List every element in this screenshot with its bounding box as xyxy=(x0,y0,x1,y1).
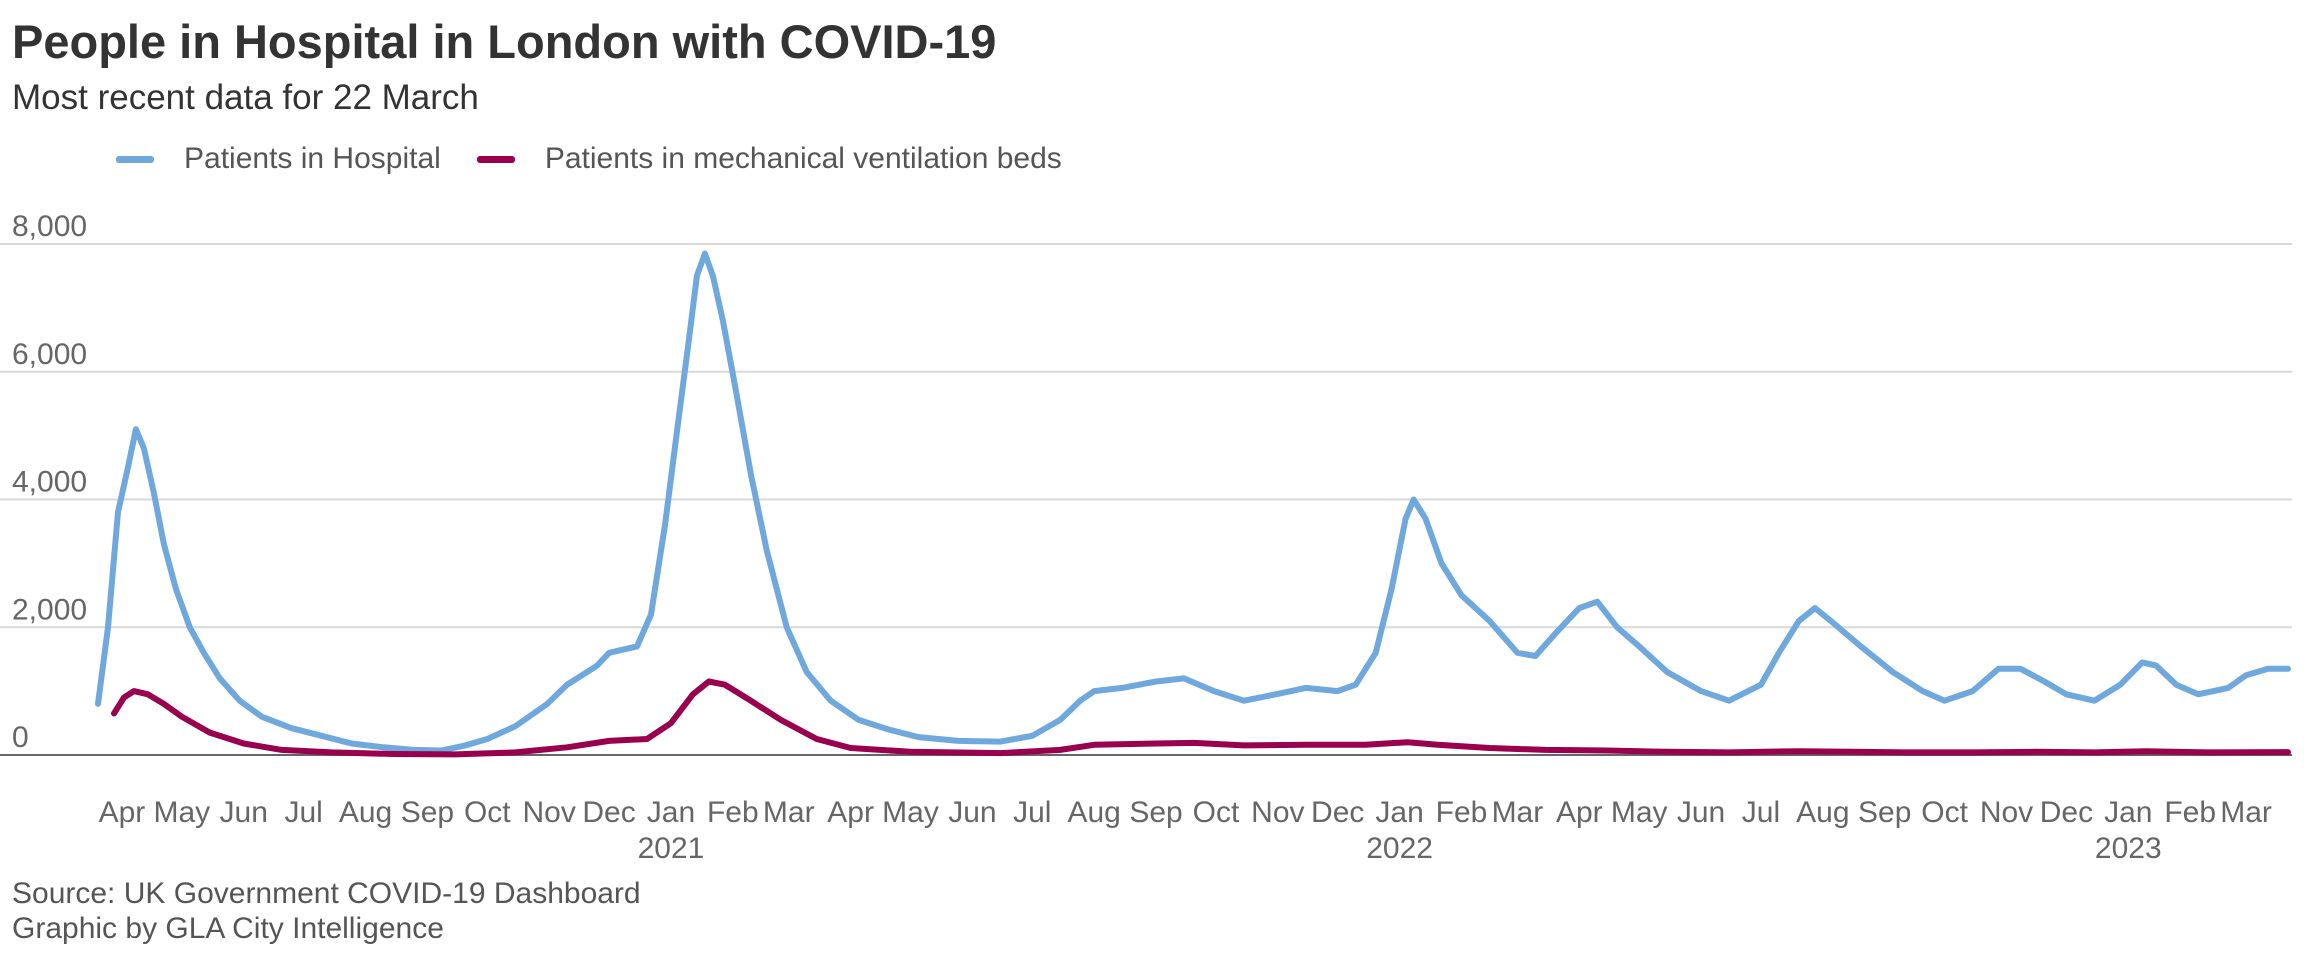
x-tick-label-month: May xyxy=(882,796,939,829)
x-tick-label-month: Feb xyxy=(2164,796,2216,829)
chart-subtitle: Most recent data for 22 March xyxy=(12,78,479,117)
x-tick-label-month: Jul xyxy=(1013,796,1051,829)
x-tick-label-month: Oct xyxy=(1193,796,1240,829)
legend-swatch-hospital xyxy=(116,155,154,163)
legend-item-ventilation: Patients in mechanical ventilation beds xyxy=(476,142,1062,176)
x-tick-label-year: 2023 xyxy=(2095,832,2162,865)
x-tick-label-month: Aug xyxy=(1796,796,1849,829)
chart-title: People in Hospital in London with COVID-… xyxy=(12,15,997,68)
x-tick-label-month: Apr xyxy=(1556,796,1603,829)
x-tick-label-month: Jul xyxy=(1742,796,1780,829)
x-tick-label-month: Nov xyxy=(1251,796,1304,829)
series-line-hospital xyxy=(95,250,2291,754)
x-tick-label-month: Mar xyxy=(2220,796,2272,829)
x-tick-label-month: Dec xyxy=(1311,796,1364,829)
x-tick-label-month: Jun xyxy=(948,796,996,829)
y-tick-label: 4,000 xyxy=(12,466,87,499)
x-tick-label-month: May xyxy=(1611,796,1668,829)
series-line-ventilation xyxy=(111,678,2291,758)
x-tick-label-month: Sep xyxy=(401,796,454,829)
x-tick-label-month: Nov xyxy=(522,796,575,829)
x-tick-label-month: Jan xyxy=(2104,796,2152,829)
x-tick-label-month: Dec xyxy=(582,796,635,829)
gridlines xyxy=(0,243,2292,756)
x-tick-label-month: Nov xyxy=(1980,796,2033,829)
legend: Patients in Hospital Patients in mechani… xyxy=(116,142,1098,176)
x-tick-label-month: Oct xyxy=(464,796,511,829)
x-tick-label-month: Mar xyxy=(1492,796,1544,829)
x-tick-label-month: Jun xyxy=(1677,796,1725,829)
x-tick-label-month: Feb xyxy=(707,796,759,829)
legend-item-hospital: Patients in Hospital xyxy=(116,142,441,176)
source-note: Source: UK Government COVID-19 Dashboard xyxy=(12,877,641,910)
legend-label-hospital: Patients in Hospital xyxy=(184,142,441,175)
x-tick-label-month: Oct xyxy=(1921,796,1968,829)
x-tick-label-month: May xyxy=(154,796,211,829)
legend-swatch-ventilation xyxy=(476,155,515,163)
x-tick-label-month: Jun xyxy=(220,796,268,829)
x-tick-label-year: 2022 xyxy=(1366,832,1433,865)
x-tick-label-month: Apr xyxy=(827,796,874,829)
x-tick-label-year: 2021 xyxy=(638,832,705,865)
x-tick-label-month: Apr xyxy=(99,796,146,829)
x-tick-label-month: Dec xyxy=(2040,796,2093,829)
y-tick-label: 8,000 xyxy=(12,210,87,243)
legend-label-ventilation: Patients in mechanical ventilation beds xyxy=(544,142,1062,175)
x-tick-label-month: Jul xyxy=(284,796,322,829)
y-tick-label: 0 xyxy=(12,721,29,754)
x-tick-label-month: Aug xyxy=(1067,796,1120,829)
x-tick-label-month: Jan xyxy=(647,796,695,829)
y-axis-ticks: 0 2,000 4,000 6,000 8,000 xyxy=(12,210,87,754)
y-tick-label: 6,000 xyxy=(12,338,87,371)
series-lines xyxy=(95,250,2291,758)
x-tick-label-month: Sep xyxy=(1858,796,1911,829)
x-tick-label-month: Aug xyxy=(339,796,392,829)
credit-note: Graphic by GLA City Intelligence xyxy=(12,912,444,945)
x-tick-label-month: Jan xyxy=(1375,796,1423,829)
x-tick-label-month: Feb xyxy=(1436,796,1488,829)
x-axis-ticks: Apr May Jun Jul Aug Sep Oct Nov Dec Jan Feb Mar Apr M… xyxy=(99,796,2272,865)
y-tick-label: 2,000 xyxy=(12,593,87,626)
x-tick-label-month: Mar xyxy=(763,796,815,829)
x-tick-label-month: Sep xyxy=(1129,796,1182,829)
